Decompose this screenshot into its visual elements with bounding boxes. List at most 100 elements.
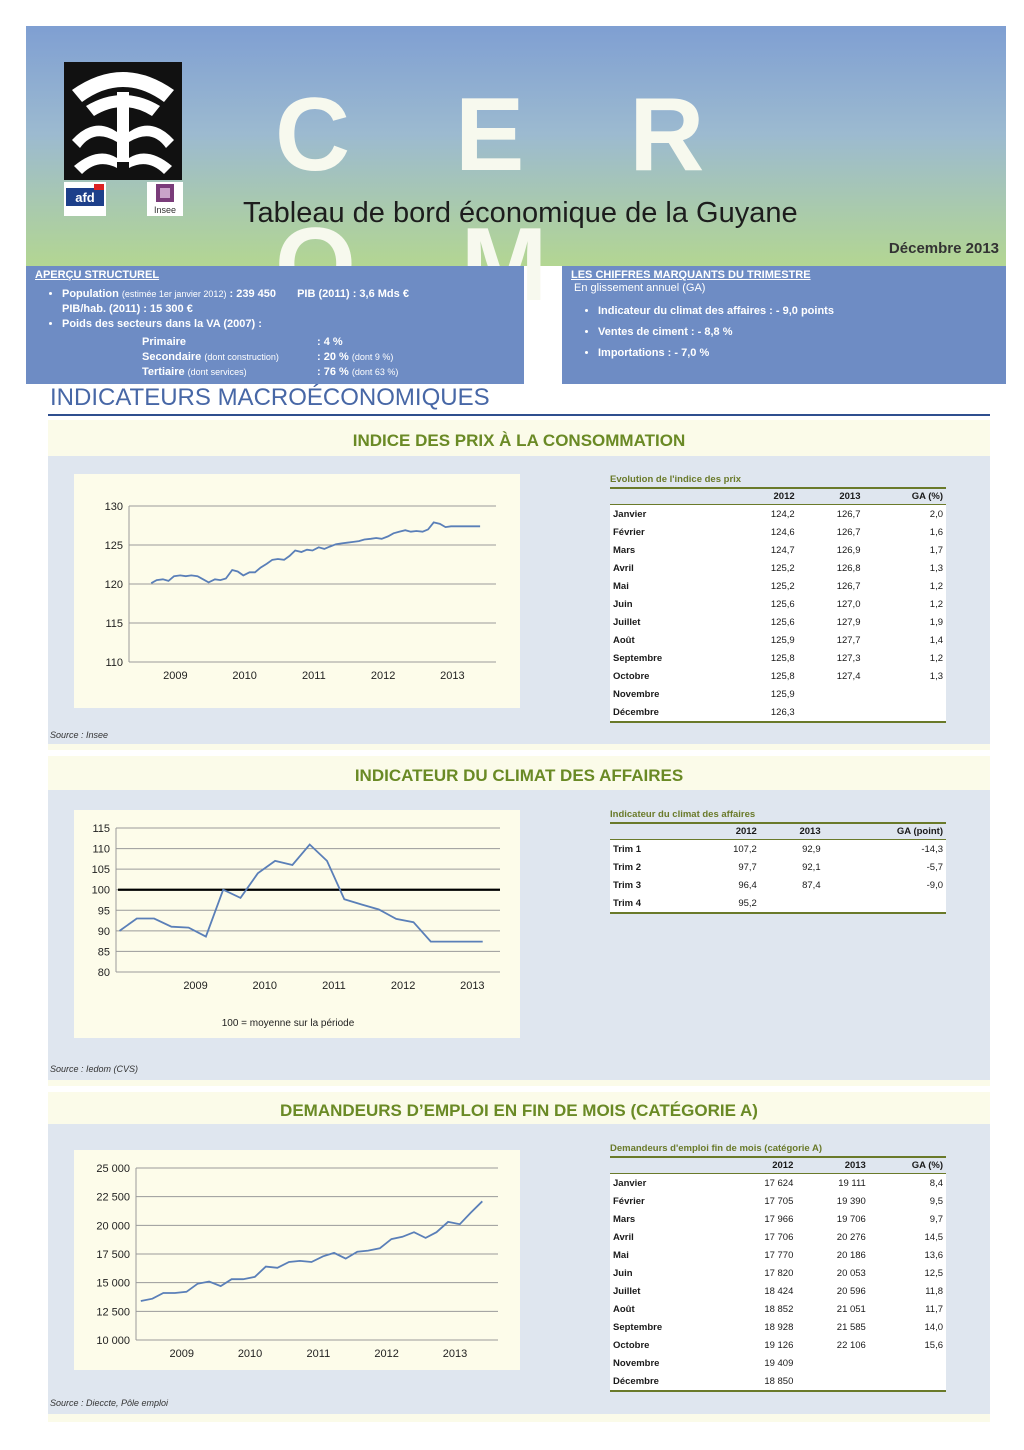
secondaire-label: Secondaire bbox=[142, 351, 202, 363]
section-title: INDICATEURS MACROÉCONOMIQUES bbox=[50, 384, 490, 411]
table-row: Août 125,9 127,7 1,4 bbox=[610, 631, 946, 649]
series-line bbox=[150, 521, 481, 584]
table-cell: 126,8 bbox=[836, 562, 861, 574]
table-cell: 1,6 bbox=[929, 526, 943, 538]
x-tick-label: 2012 bbox=[391, 980, 415, 992]
x-tick-label: 2012 bbox=[374, 1348, 398, 1360]
primaire-label: Primaire bbox=[142, 336, 187, 348]
y-tick-label: 22 500 bbox=[96, 1192, 130, 1204]
table-cell: 19 111 bbox=[838, 1177, 866, 1189]
table-cell: 20 276 bbox=[836, 1231, 866, 1243]
table-row: Octobre 19 126 22 106 15,6 bbox=[610, 1336, 946, 1354]
table-row: Septembre 125,8 127,3 1,2 bbox=[610, 649, 946, 667]
row-label: Juillet bbox=[613, 616, 641, 628]
table-cell bbox=[797, 703, 864, 723]
table-cell: 1,2 bbox=[929, 652, 943, 664]
poids-label: Poids des secteurs dans la VA (2007) : bbox=[62, 318, 262, 330]
table-cell bbox=[796, 1372, 869, 1392]
x-tick-label: 2010 bbox=[238, 1348, 262, 1360]
table-row: Mai 125,2 126,7 1,2 bbox=[610, 577, 946, 595]
ipc-table-caption: Evolution de l'indice des prix bbox=[610, 474, 742, 485]
table-cell: 127,3 bbox=[836, 652, 861, 664]
table-header: 2012 bbox=[731, 487, 798, 505]
row-label: Février bbox=[613, 1195, 645, 1207]
x-tick-label: 2010 bbox=[253, 980, 277, 992]
pib-value: PIB (2011) : 3,6 Mds € bbox=[297, 288, 409, 300]
table-cell: 125,2 bbox=[770, 562, 795, 574]
table-header: 2012 bbox=[689, 822, 760, 840]
table-row: Avril 17 706 20 276 14,5 bbox=[610, 1228, 946, 1246]
table-cell: 8,4 bbox=[929, 1177, 943, 1189]
table-cell: 17 820 bbox=[764, 1267, 794, 1279]
series-line bbox=[140, 1200, 483, 1302]
table-cell: 126,7 bbox=[836, 580, 861, 592]
table-cell: 15,6 bbox=[924, 1339, 944, 1351]
secondaire-note: (dont construction) bbox=[204, 352, 279, 362]
table-cell: 92,9 bbox=[802, 843, 821, 855]
x-tick-label: 2012 bbox=[371, 670, 395, 682]
table-cell: 14,5 bbox=[924, 1231, 944, 1243]
table-cell: 1,2 bbox=[929, 598, 943, 610]
table-row: Août 18 852 21 051 11,7 bbox=[610, 1300, 946, 1318]
table-cell: 2,0 bbox=[929, 508, 943, 520]
table-row: Janvier 17 624 19 111 8,4 bbox=[610, 1174, 946, 1193]
row-label: Mars bbox=[613, 544, 636, 556]
cerom-emblem-icon bbox=[64, 62, 182, 180]
table-cell: 18 850 bbox=[723, 1372, 797, 1392]
table-row: Avril 125,2 126,8 1,3 bbox=[610, 559, 946, 577]
table-cell: 125,9 bbox=[770, 688, 795, 700]
chiffres-subtitle: En glissement annuel (GA) bbox=[574, 282, 706, 294]
table-row: Mars 17 966 19 706 9,7 bbox=[610, 1210, 946, 1228]
primaire-value: : 4 % bbox=[317, 336, 343, 348]
table-cell: 87,4 bbox=[802, 879, 821, 891]
afd-logo: afd bbox=[64, 182, 106, 216]
table-row: Trim 2 97,7 92,1 -5,7 bbox=[610, 858, 946, 876]
table-cell: 127,4 bbox=[836, 670, 861, 682]
table-header: 2013 bbox=[796, 1156, 869, 1174]
y-tick-label: 115 bbox=[105, 618, 123, 630]
row-label: Avril bbox=[613, 562, 634, 574]
table-header: GA (%) bbox=[868, 1156, 946, 1174]
ipc-table: Evolution de l'indice des prix 2012 2013… bbox=[610, 474, 946, 723]
table-cell: 1,3 bbox=[929, 670, 943, 682]
y-tick-label: 10 000 bbox=[96, 1335, 130, 1347]
x-tick-label: 2013 bbox=[440, 670, 464, 682]
table-cell: 124,7 bbox=[770, 544, 795, 556]
secondaire-value: : 20 % bbox=[317, 351, 349, 363]
chiffres-title: LES CHIFFRES MARQUANTS DU TRIMESTRE bbox=[571, 269, 811, 281]
row-label: Trim 3 bbox=[613, 879, 641, 891]
table-header: 2013 bbox=[759, 822, 824, 840]
table-row: Janvier 124,2 126,7 2,0 bbox=[610, 505, 946, 524]
table-cell: 22 106 bbox=[836, 1339, 866, 1351]
table-cell: 1,2 bbox=[929, 580, 943, 592]
table-cell: -5,7 bbox=[926, 861, 943, 873]
header-banner bbox=[26, 26, 1006, 266]
table-row: Juin 17 820 20 053 12,5 bbox=[610, 1264, 946, 1282]
x-tick-label: 2013 bbox=[460, 980, 484, 992]
table-row: Mars 124,7 126,9 1,7 bbox=[610, 541, 946, 559]
table-cell: 14,0 bbox=[924, 1321, 944, 1333]
row-label: Octobre bbox=[613, 1339, 650, 1351]
x-tick-label: 2011 bbox=[302, 670, 326, 682]
table-cell: 127,9 bbox=[836, 616, 861, 628]
table-header: 2013 bbox=[797, 487, 864, 505]
x-tick-label: 2011 bbox=[322, 980, 346, 992]
table-cell bbox=[869, 1354, 946, 1372]
table-row: Septembre 18 928 21 585 14,0 bbox=[610, 1318, 946, 1336]
demandeurs-chart: 10 000 12 500 15 000 17 500 20 000 22 500 25 0… bbox=[96, 1163, 498, 1360]
population-note: (estimée 1er janvier 2012) bbox=[121, 289, 227, 299]
row-label: Avril bbox=[613, 1231, 634, 1243]
apercu-structurel-box: APERÇU STRUCTUREL Population (estimée 1e… bbox=[26, 266, 524, 384]
table-cell: 125,8 bbox=[770, 670, 795, 682]
table-cell: 124,2 bbox=[770, 508, 795, 520]
table-cell bbox=[798, 685, 864, 703]
tertiaire-dont: (dont 63 %) bbox=[351, 367, 399, 377]
table-cell: 17 624 bbox=[764, 1177, 794, 1189]
table-header: 2012 bbox=[723, 1156, 797, 1174]
ipc-chart: 110 115 120 125 130 2009 2010 2011 2012 2013 bbox=[105, 501, 496, 682]
y-tick-label: 20 000 bbox=[96, 1220, 130, 1232]
tertiaire-note: (dont services) bbox=[187, 367, 247, 377]
table-header: GA (point) bbox=[823, 822, 946, 840]
table-header bbox=[610, 487, 732, 505]
x-tick-label: 2009 bbox=[183, 980, 207, 992]
